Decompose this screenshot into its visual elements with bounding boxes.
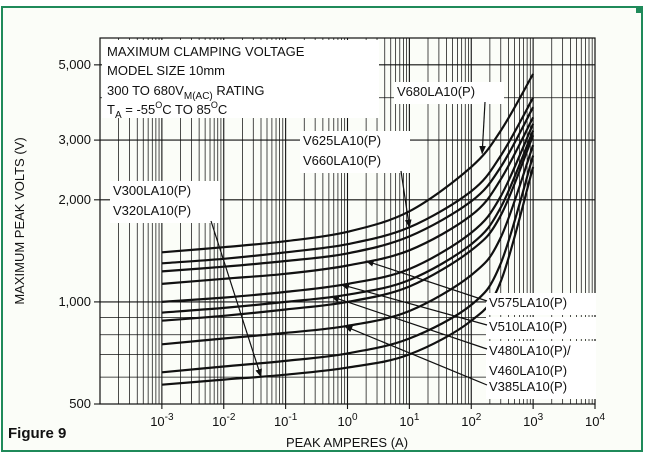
y-tick-label: 2,000 (58, 192, 91, 207)
box-line-3: 300 TO 680VM(AC) RATING (107, 83, 265, 102)
callout-arrow (330, 295, 488, 350)
callout-label: V460LA10(P) (489, 363, 567, 378)
callout-box (486, 293, 596, 315)
callout-label: V480LA10(P)/ (489, 343, 571, 358)
x-tick-label: 10-1 (274, 412, 298, 429)
callout-label: V680LA10(P) (397, 84, 475, 99)
box-line-4: TA = -55OC TO 85OC (107, 100, 227, 121)
callout-box (486, 377, 596, 399)
x-tick-label: 101 (399, 412, 419, 429)
figure-label: Figure 9 (8, 425, 67, 442)
y-tick-label: 3,000 (58, 132, 91, 147)
series-callouts: V680LA10(P) V625LA10(P) V660LA10(P) V300LA1… (110, 82, 596, 399)
callout-box (486, 341, 596, 383)
callout-label: V385LA10(P) (489, 379, 567, 394)
series-line-v320la10-p- (161, 155, 535, 374)
callout-label: V625LA10(P) (303, 133, 381, 148)
x-tick-label: 104 (585, 412, 605, 429)
callout-label: V575LA10(P) (489, 295, 567, 310)
callout-arrow (210, 220, 262, 378)
callout-label: V300LA10(P) (113, 183, 191, 198)
x-tick-label: 10-2 (212, 412, 236, 429)
callout-label: V320LA10(P) (113, 203, 191, 218)
x-tick-label: 100 (337, 412, 357, 429)
callout-arrow (343, 325, 488, 386)
callout-arrow (479, 101, 486, 155)
series-line-v460la10-p- (161, 134, 535, 322)
series-line-v480la10-p- (161, 130, 535, 314)
callout-label: V660LA10(P) (303, 153, 381, 168)
callout-arrow (400, 170, 412, 229)
corner-marker (636, 8, 641, 13)
callout-arrow (365, 260, 488, 302)
series-line-v625la10-p- (161, 106, 535, 273)
y-axis-title: MAXIMUM PEAK VOLTS (V) (12, 137, 27, 304)
axis-ticks: 500 1,000 2,000 3,000 5,000 10-3 10-2 10-1 100 10… (58, 57, 605, 429)
series-line-v385la10-p- (161, 144, 535, 346)
x-tick-label: 103 (523, 412, 543, 429)
y-tick-label: 5,000 (58, 57, 91, 72)
callout-box (300, 131, 410, 173)
series-line-v680la10-p- (161, 73, 535, 254)
series-line-v660la10-p- (161, 97, 535, 265)
x-tick-label: 10-3 (150, 412, 174, 429)
callout-box (110, 181, 220, 223)
series-line-v300la10-p- (161, 166, 535, 386)
info-box: MAXIMUM CLAMPING VOLTAGE MODEL SIZE 10mm… (102, 40, 379, 121)
callout-box (394, 82, 504, 104)
series-line-v575la10-p- (161, 116, 535, 285)
box-line-2: MODEL SIZE 10mm (107, 63, 225, 78)
series-line-v510la10-p- (161, 123, 535, 303)
x-tick-label: 102 (461, 412, 481, 429)
y-tick-label: 500 (69, 396, 91, 411)
series-lines (161, 73, 535, 386)
callout-arrow (340, 283, 488, 326)
y-tick-label: 1,000 (58, 294, 91, 309)
callout-box (486, 317, 596, 339)
x-axis-title: PEAK AMPERES (A) (286, 435, 408, 450)
callout-label: V510LA10(P) (489, 319, 567, 334)
box-line-1: MAXIMUM CLAMPING VOLTAGE (107, 44, 305, 59)
